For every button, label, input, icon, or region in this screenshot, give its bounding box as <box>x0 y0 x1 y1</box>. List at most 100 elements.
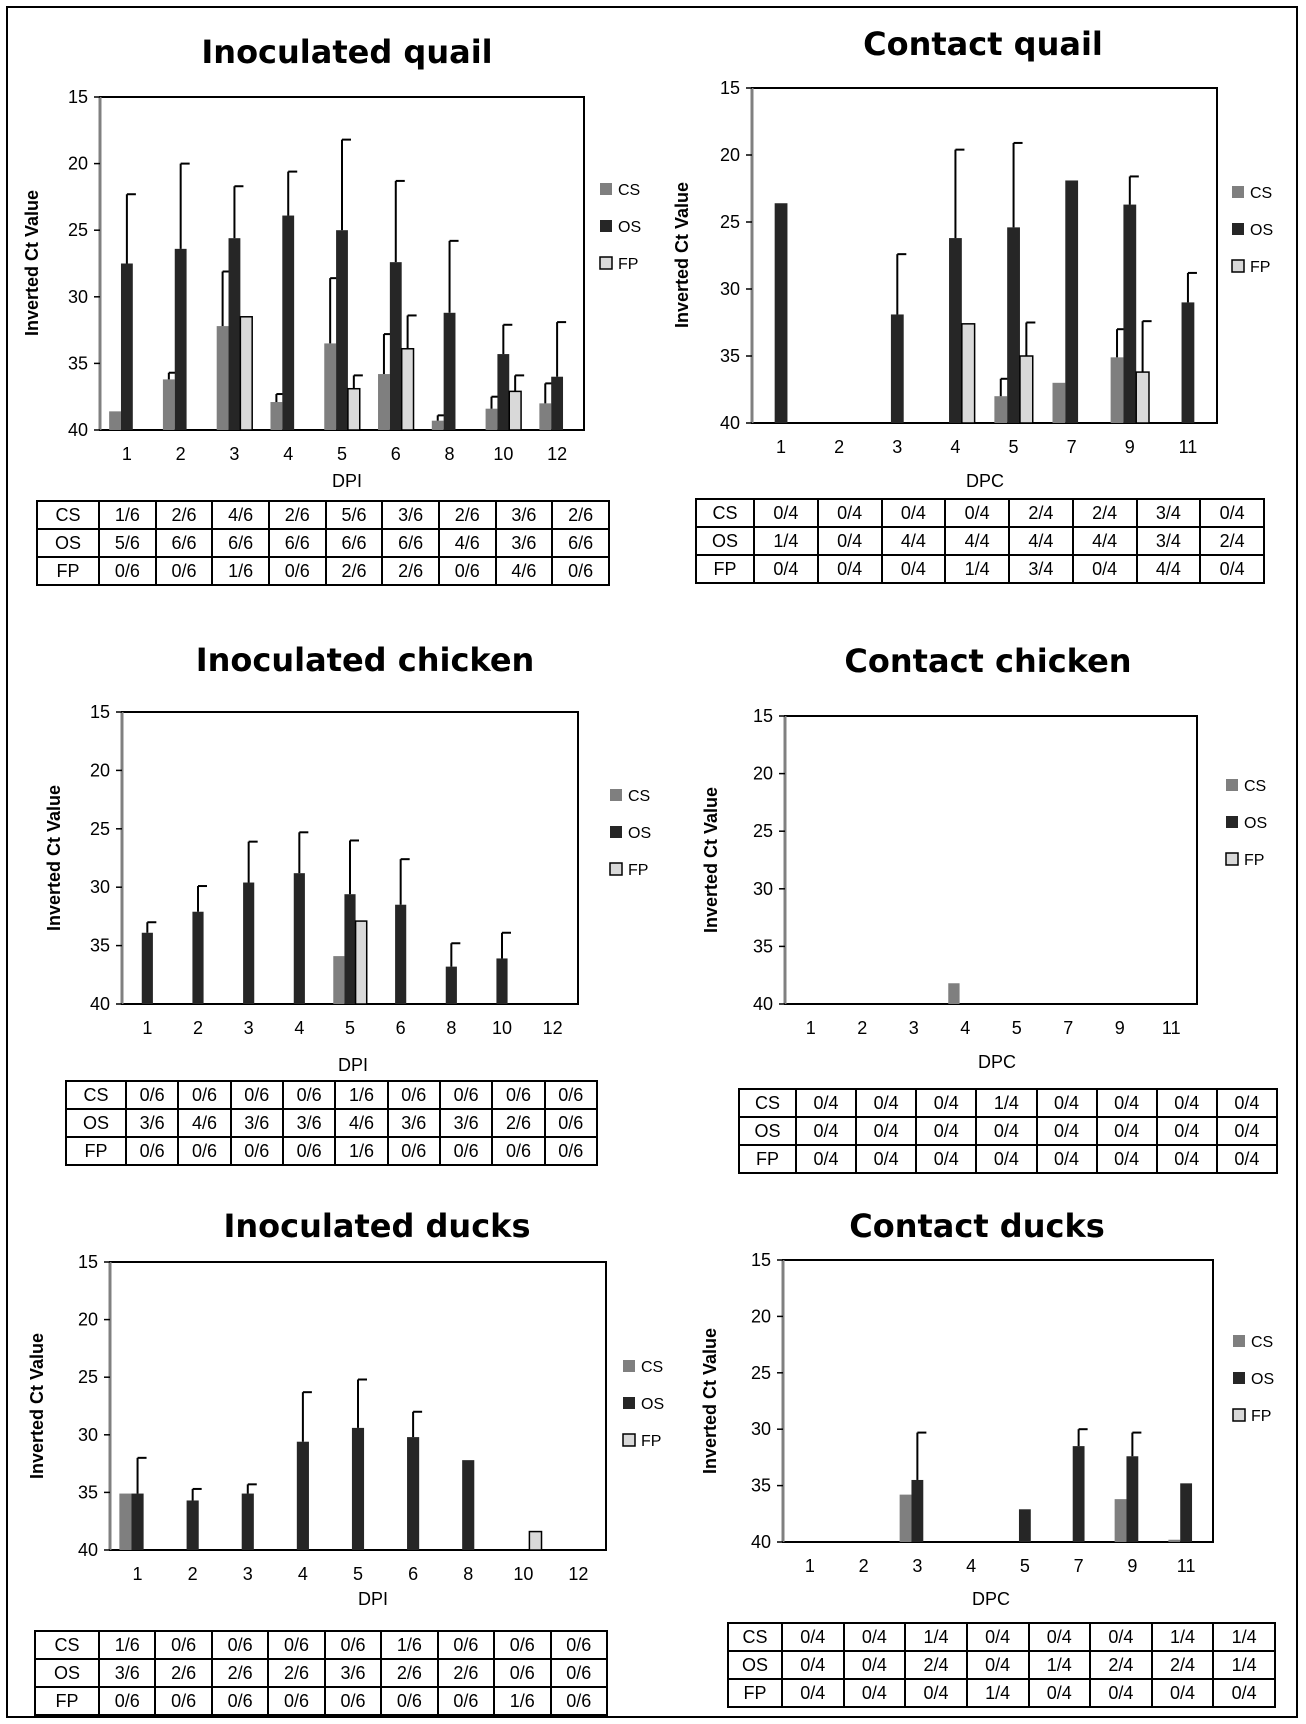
bar-cs <box>1110 357 1124 423</box>
x-tick-label: 4 <box>960 1018 970 1038</box>
bar-cs <box>485 408 498 430</box>
row-label: OS <box>36 528 100 558</box>
table-cell: 6/6 <box>381 528 440 558</box>
table-cell: 0/4 <box>781 1678 845 1708</box>
legend-swatch-os <box>1226 816 1238 828</box>
bar-os <box>1181 302 1195 423</box>
table-cell: 2/4 <box>1150 1650 1215 1680</box>
bar-os <box>186 1500 199 1550</box>
table-cell: 2/4 <box>1008 498 1074 528</box>
x-tick-label: 8 <box>463 1564 473 1584</box>
table-cell: 0/4 <box>816 498 883 528</box>
table-cell: 0/6 <box>267 1686 326 1716</box>
legend-swatch-fp <box>622 1433 636 1447</box>
table-cell: 0/4 <box>1155 1144 1218 1174</box>
bar-os <box>282 215 295 430</box>
plot-area <box>782 1259 1214 1543</box>
y-tick-label: 30 <box>751 1419 771 1439</box>
y-tick-label: 20 <box>78 1310 98 1330</box>
table-cell: 0/6 <box>380 1686 439 1716</box>
table-row: FP 0/6 0/6 1/6 0/6 2/6 2/6 0/6 4/6 0/6 <box>36 556 610 586</box>
table-cell: 1/6 <box>493 1686 552 1716</box>
y-tick-label: 25 <box>90 819 110 839</box>
y-tick-label: 20 <box>751 1306 771 1326</box>
bar-os <box>496 958 508 1004</box>
x-tick-label: 1 <box>806 1018 816 1038</box>
y-tick-label: 25 <box>753 821 773 841</box>
table-cell: 0/6 <box>549 1686 608 1716</box>
bar-os <box>443 312 456 430</box>
table-cell: 1/4 <box>1150 1622 1215 1652</box>
row-label: FP <box>727 1678 783 1708</box>
table-cell: 1/4 <box>965 1678 1030 1708</box>
bar-fp <box>347 387 361 431</box>
y-tick-label: 20 <box>753 764 773 784</box>
legend-label-fp: FP <box>1244 852 1264 869</box>
table-cell: 0/6 <box>543 1080 598 1110</box>
row-label: OS <box>738 1116 797 1146</box>
x-tick-label: 6 <box>391 444 401 464</box>
y-tick-label: 40 <box>90 994 110 1014</box>
table-cell: 0/4 <box>1095 1116 1158 1146</box>
y-tick-label: 35 <box>753 936 773 956</box>
table-cell: 0/4 <box>842 1678 907 1708</box>
table-cell: 4/4 <box>1071 526 1138 556</box>
y-tick-label: 20 <box>720 145 740 165</box>
table-cell: 3/4 <box>1135 498 1202 528</box>
table-row: OS 0/4 0/4 2/4 0/4 1/4 2/4 2/4 1/4 <box>727 1650 1276 1680</box>
y-tick-label: 30 <box>720 279 740 299</box>
y-tick-label: 15 <box>720 78 740 98</box>
table-cell: 0/4 <box>1035 1088 1098 1118</box>
table-cell: 0/6 <box>177 1080 232 1110</box>
legend-label-os: OS <box>1244 815 1267 832</box>
table-cell: 0/6 <box>543 1136 598 1166</box>
chart-title: Inoculated ducks <box>223 1207 530 1245</box>
legend-label-cs: CS <box>1251 1334 1273 1351</box>
bar-cs <box>109 411 121 430</box>
bar-cs <box>948 983 960 1004</box>
table-cell: 1/6 <box>334 1080 389 1110</box>
bar-fp <box>528 1530 543 1551</box>
legend-label-cs: CS <box>628 788 650 805</box>
table-row: CS 0/4 0/4 0/4 0/4 2/4 2/4 3/4 0/4 <box>695 498 1265 528</box>
table-cell: 0/6 <box>438 1136 494 1166</box>
table-cell: 0/4 <box>1199 554 1265 584</box>
x-tick-label: 7 <box>1074 1556 1084 1576</box>
bar-os <box>1018 1509 1031 1542</box>
table-cell: 0/4 <box>944 498 1010 528</box>
counts-table: CS 0/4 0/4 1/4 0/4 0/4 0/4 1/4 1/4 OS 0/4 0/4 2/4 0/4… <box>727 1622 1276 1708</box>
bar-os <box>1007 227 1020 423</box>
table-cell: 0/4 <box>1215 1088 1279 1118</box>
y-tick-label: 20 <box>90 760 110 780</box>
y-axis-label: Inverted Ct Value <box>44 785 64 931</box>
figure-frame <box>6 6 1298 1718</box>
table-cell: 0/4 <box>1089 1622 1153 1652</box>
table-cell: 4/4 <box>1135 554 1202 584</box>
y-tick-label: 40 <box>753 994 773 1014</box>
table-cell: 2/6 <box>324 556 384 586</box>
legend-label-cs: CS <box>1244 778 1266 795</box>
table-cell: 0/4 <box>1089 1678 1153 1708</box>
y-tick-label: 40 <box>68 420 88 440</box>
table-row: FP 0/6 0/6 0/6 0/6 1/6 0/6 0/6 0/6 0/6 <box>65 1136 598 1166</box>
row-label: CS <box>65 1080 127 1110</box>
legend-label-os: OS <box>1251 1371 1274 1388</box>
table-row: CS 1/6 0/6 0/6 0/6 0/6 1/6 0/6 0/6 0/6 <box>34 1630 608 1660</box>
y-tick-label: 15 <box>753 706 773 726</box>
table-cell: 0/4 <box>1215 1144 1279 1174</box>
x-tick-label: 3 <box>909 1018 919 1038</box>
x-tick-label: 5 <box>1020 1556 1030 1576</box>
chart-title: Contact ducks <box>849 1207 1105 1245</box>
table-cell: 1/4 <box>975 1088 1038 1118</box>
table-cell: 0/4 <box>816 526 883 556</box>
table-cell: 2/4 <box>1089 1650 1153 1680</box>
legend-swatch-os <box>610 826 622 838</box>
x-tick-label: 6 <box>408 1564 418 1584</box>
bar-cs <box>431 420 444 430</box>
bar-os <box>192 911 204 1004</box>
x-tick-label: 3 <box>912 1556 922 1576</box>
table-row: CS 0/4 0/4 0/4 1/4 0/4 0/4 0/4 0/4 <box>738 1088 1279 1118</box>
row-label: CS <box>738 1088 797 1118</box>
